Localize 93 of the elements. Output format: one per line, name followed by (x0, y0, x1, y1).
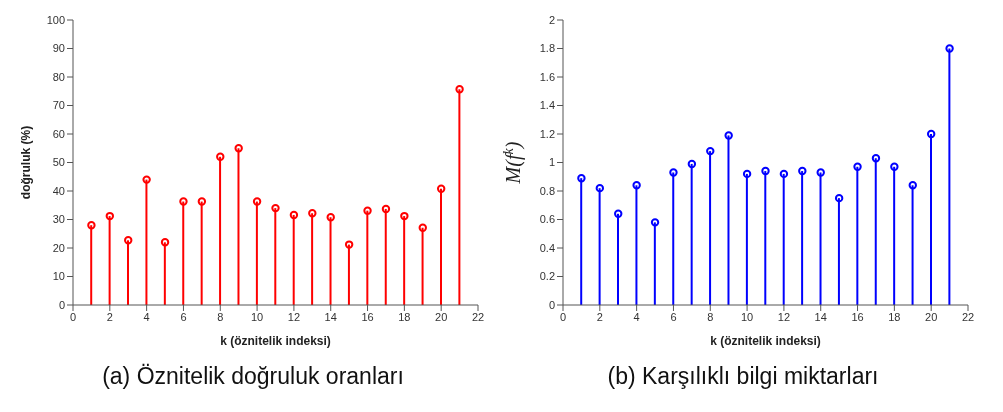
point (724, 131, 733, 140)
point (381, 204, 391, 214)
point (650, 218, 660, 227)
x-tick-label: 20 (435, 310, 448, 323)
point (179, 197, 188, 206)
x-tick-label: 22 (471, 310, 485, 323)
x-tick-label: 8 (707, 310, 714, 323)
y-tick-label: 60 (52, 127, 65, 140)
point (87, 221, 96, 230)
y-tick-label: 0 (548, 298, 555, 311)
point (669, 168, 678, 177)
x-tick-label: 20 (925, 310, 938, 323)
point (455, 85, 464, 94)
x-tick-label: 6 (670, 310, 677, 323)
point (308, 209, 317, 218)
y-tick-label: 1.4 (539, 99, 555, 112)
point (105, 211, 115, 221)
point (761, 166, 770, 176)
y-tick-label: 70 (52, 99, 65, 112)
point (577, 173, 586, 183)
point (160, 238, 170, 247)
text: (b) Karşılıklı bilgi miktarları (606, 363, 880, 390)
x-tick-label: 16 (361, 310, 374, 323)
x-tick-label: 12 (287, 310, 301, 323)
point (400, 211, 409, 221)
point (779, 169, 789, 179)
y-tick-label: 2 (548, 13, 555, 26)
x-axis-title: k (öznitelik indeksi) (220, 334, 331, 348)
point (216, 152, 225, 161)
point (908, 181, 917, 190)
x-tick-label: 14 (814, 310, 827, 323)
y-tick-label: 40 (52, 184, 65, 197)
y-tick-label: 10 (52, 270, 65, 283)
point (234, 144, 243, 153)
x-axis-title: k (öznitelik indeksi) (710, 334, 821, 348)
point (326, 213, 335, 222)
x-tick-label: 4 (143, 310, 150, 323)
point (252, 197, 262, 206)
y-tick-label: 80 (52, 70, 65, 83)
x-tick-label: 2 (106, 310, 113, 323)
x-tick-label: 2 (596, 310, 603, 323)
y-tick-label: 1.8 (539, 42, 555, 55)
y-tick-label: 1.2 (539, 127, 555, 140)
x-tick-label: 10 (250, 310, 264, 323)
point (142, 175, 151, 184)
point (798, 166, 807, 176)
point (595, 183, 605, 193)
x-tick-label: 8 (217, 310, 224, 323)
y-tick-label: 30 (52, 213, 65, 226)
point (816, 168, 825, 177)
point (614, 209, 623, 218)
point (418, 223, 427, 232)
y-tick-label: 1.6 (539, 70, 555, 83)
y-tick-label: 100 (46, 13, 65, 26)
x-tick-label: 14 (324, 310, 337, 323)
y-tick-label: 0 (58, 298, 65, 311)
point (871, 154, 881, 163)
point (890, 162, 899, 171)
point (197, 197, 207, 206)
x-tick-label: 10 (740, 310, 754, 323)
point (926, 129, 936, 139)
x-tick-label: 6 (180, 310, 187, 323)
text: (a) Öznitelik doğruluk oranları (101, 363, 405, 390)
y-tick-label: 90 (52, 42, 65, 55)
y-axis-title: doğruluk (%) (19, 125, 33, 200)
point (853, 162, 862, 171)
y-tick-label: 0.2 (539, 270, 555, 283)
x-tick-label: 12 (777, 310, 791, 323)
point (124, 236, 133, 245)
y-tick-label: 20 (52, 241, 65, 254)
point (834, 193, 844, 203)
point (344, 240, 354, 249)
x-tick-label: 18 (888, 310, 901, 323)
point (363, 206, 372, 215)
y-tick-label: 50 (52, 156, 65, 169)
x-tick-label: 0 (69, 310, 77, 323)
point (289, 210, 299, 220)
y-tick-label: 0.8 (539, 184, 555, 197)
point (706, 146, 715, 156)
y-tick-label: 1 (548, 156, 555, 169)
x-tick-label: 16 (851, 310, 864, 323)
y-tick-label: 0.4 (539, 241, 555, 254)
point (271, 203, 280, 213)
point (742, 169, 752, 179)
point (687, 159, 697, 169)
point (632, 181, 641, 190)
point (945, 44, 954, 53)
x-tick-label: 0 (559, 310, 567, 323)
x-tick-label: 4 (633, 310, 640, 323)
y-tick-label: 0.6 (539, 213, 555, 226)
point (436, 184, 446, 193)
x-tick-label: 22 (961, 310, 975, 323)
x-tick-label: 18 (398, 310, 411, 323)
